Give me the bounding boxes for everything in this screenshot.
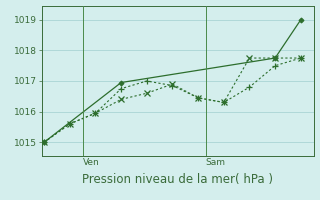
Text: Sam: Sam: [206, 158, 226, 167]
X-axis label: Pression niveau de la mer( hPa ): Pression niveau de la mer( hPa ): [82, 173, 273, 186]
Text: Ven: Ven: [83, 158, 100, 167]
